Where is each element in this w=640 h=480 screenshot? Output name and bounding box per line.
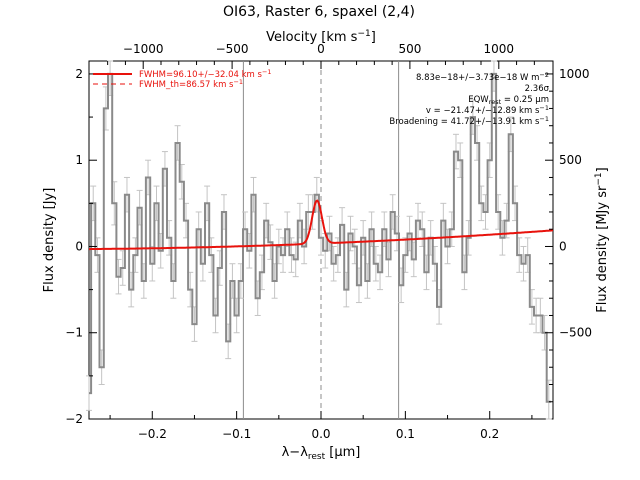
spectrum-steps [89, 72, 551, 403]
surface-brightness-axis-ticks: −500 0 500 1000 [545, 67, 592, 403]
y-tick-label: 1 [75, 153, 83, 167]
velocity-axis-ticks: −1000 −500 0 500 1000 [107, 42, 535, 69]
annotation-line: 8.83e−18+/−3.73e−18 W m−2 [416, 71, 549, 83]
y-tick-label: −2 [65, 412, 83, 426]
y-axis-label: Flux density [Jy] [42, 188, 57, 293]
x-tick-label: 0.0 [311, 427, 330, 441]
x-tick-label: 0.2 [480, 427, 499, 441]
surface-tick-label: 1000 [559, 67, 590, 81]
chart-title: OI63, Raster 6, spaxel (2,4) [223, 4, 415, 20]
surface-tick-label: 500 [559, 153, 582, 167]
x-tick-label: 0.1 [396, 427, 415, 441]
right-axis-label: Flux density [MJy sr−1] [594, 167, 610, 312]
plot-area [86, 60, 554, 420]
annotation-line: Broadening = 41.72+/−13.91 km s−1 [389, 115, 549, 127]
y-tick-label: 2 [75, 67, 83, 81]
x-tick-label: −0.1 [222, 427, 251, 441]
velocity-tick-label: 0 [317, 42, 325, 56]
model-fit-curve [89, 199, 553, 251]
velocity-tick-label: −500 [216, 42, 249, 56]
surface-tick-label: −500 [559, 326, 592, 340]
velocity-tick-label: −1000 [123, 42, 164, 56]
y-tick-label: −1 [65, 326, 83, 340]
velocity-axis-label: Velocity [km s−1] [266, 29, 376, 45]
x-axis-label: λ−λrest [μm] [282, 445, 361, 462]
velocity-tick-label: 500 [398, 42, 421, 56]
y-axis-ticks: −2 −1 0 1 2 [65, 67, 97, 426]
velocity-tick-label: 1000 [484, 42, 515, 56]
y-tick-label: 0 [75, 239, 83, 253]
legend-label: FWHM_th=86.57 km s−1 [139, 78, 243, 90]
x-tick-label: −0.2 [138, 427, 167, 441]
surface-tick-label: 0 [559, 239, 567, 253]
legend-label: FWHM=96.10+/−32.04 km s−1 [139, 68, 272, 80]
x-axis-ticks: −0.2 −0.1 0.0 0.1 0.2 [109, 411, 533, 441]
annotation-line: 2.36σ [525, 84, 550, 94]
annotation-line: EQWrest = 0.25 μm [468, 95, 549, 106]
annotation-line: v = −21.47+/−12.89 km s−1 [426, 104, 549, 116]
